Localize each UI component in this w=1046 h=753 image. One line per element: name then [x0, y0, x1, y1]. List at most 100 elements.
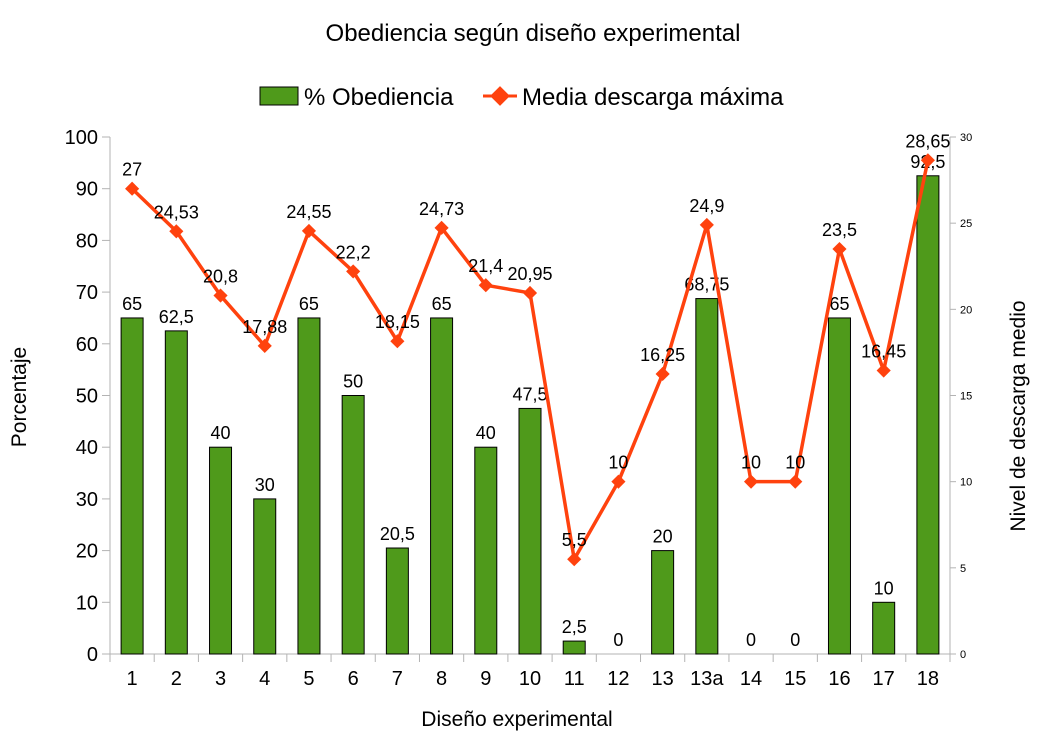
line-point-descarga	[788, 474, 803, 489]
y2-tick-label: 10	[960, 477, 972, 489]
line-data-label: 5,5	[562, 530, 587, 550]
bar-obediencia	[385, 547, 409, 655]
x-tick-label: 7	[392, 668, 403, 690]
x-tick-label: 18	[917, 668, 939, 690]
y-tick-label: 20	[76, 541, 98, 563]
line-data-label: 28,65	[905, 131, 950, 151]
y-tick-label: 70	[76, 282, 98, 304]
bar-obediencia	[872, 601, 896, 655]
line-point-descarga	[478, 278, 493, 293]
line-data-label: 23,5	[822, 220, 857, 240]
y2-axis-title: Nivel de descarga medio	[1007, 300, 1030, 531]
y-tick-label: 80	[76, 230, 98, 252]
line-point-descarga	[434, 220, 449, 235]
x-tick-label: 11	[564, 668, 585, 690]
bar-obediencia	[253, 498, 277, 655]
bar-data-label: 62,5	[159, 307, 194, 327]
line-data-label: 20,8	[203, 267, 238, 287]
line-point-descarga	[876, 363, 891, 378]
y-tick-label: 40	[76, 437, 98, 459]
bar-obediencia	[827, 317, 851, 655]
bar-data-label: 0	[790, 630, 800, 650]
bar-data-label: 10	[874, 578, 894, 598]
line-data-label: 16,45	[861, 342, 906, 362]
y-tick-label: 100	[65, 127, 98, 149]
bar-data-label: 65	[829, 294, 849, 314]
x-tick-label: 6	[348, 668, 359, 690]
y-tick-label: 50	[76, 386, 98, 408]
line-point-descarga	[743, 474, 759, 489]
legend: % Obediencia Media descarga máxima	[259, 84, 784, 111]
bar-data-label: 65	[299, 294, 319, 314]
line-data-label: 20,95	[507, 264, 552, 284]
bar-data-label: 0	[746, 630, 756, 650]
x-axis-title: Diseño experimental	[421, 708, 612, 731]
legend-marker-descarga	[490, 86, 510, 106]
y-axis-title: Porcentaje	[8, 347, 31, 447]
line-data-label: 10	[785, 453, 805, 473]
chart-title: Obediencia según diseño experimental	[326, 20, 741, 47]
line-point-descarga	[213, 288, 228, 303]
bar-obediencia	[695, 298, 719, 655]
line-point-descarga	[699, 217, 714, 232]
x-tick-label: 16	[828, 668, 850, 690]
x-tick-label: 2	[171, 668, 182, 690]
bar-data-label: 65	[122, 294, 142, 314]
line-point-descarga	[169, 224, 184, 239]
line-point-descarga	[522, 285, 538, 301]
line-point-descarga	[301, 223, 317, 238]
line-data-label: 16,25	[640, 345, 685, 365]
line-point-descarga	[346, 264, 361, 279]
legend-swatch-obediencia	[259, 86, 299, 106]
bar-data-label: 40	[476, 423, 496, 443]
y-tick-label: 60	[76, 334, 98, 356]
line-data-label: 24,9	[689, 196, 724, 216]
bar-obediencia	[916, 175, 940, 655]
line-data-label: 17,88	[242, 317, 287, 337]
bar-data-label: 0	[613, 630, 623, 650]
y2-tick-label: 30	[960, 132, 972, 144]
bar-obediencia	[430, 317, 454, 655]
legend-label-descarga: Media descarga máxima	[522, 84, 784, 111]
line-point-descarga	[832, 241, 847, 257]
y-tick-label: 0	[87, 644, 98, 666]
bar-obediencia	[120, 317, 144, 655]
y2-tick-label: 15	[960, 391, 972, 403]
line-data-label: 24,53	[154, 202, 199, 222]
y-tick-label: 30	[76, 489, 98, 511]
line-data-label: 10	[608, 453, 628, 473]
y-tick-label: 10	[76, 592, 98, 614]
bar-obediencia	[518, 407, 542, 655]
line-data-label: 18,15	[375, 312, 420, 332]
x-tick-label: 9	[480, 668, 491, 690]
x-tick-label: 10	[519, 668, 541, 690]
x-tick-label: 3	[215, 668, 226, 690]
bar-data-label: 47,5	[512, 384, 547, 404]
line-point-descarga	[390, 334, 405, 349]
bar-data-label: 40	[211, 423, 231, 443]
x-tick-label: 15	[784, 668, 806, 690]
line-data-label: 10	[741, 453, 761, 473]
line-point-descarga	[655, 366, 670, 382]
x-tick-label: 13	[652, 668, 674, 690]
line-data-label: 24,55	[286, 202, 331, 222]
x-tick-label: 8	[436, 668, 447, 690]
bar-data-label: 20,5	[380, 524, 415, 544]
y2-tick-label: 20	[960, 304, 972, 316]
y-tick-label: 90	[76, 179, 98, 201]
line-data-label: 22,2	[336, 242, 371, 262]
bar-obediencia	[209, 446, 233, 655]
line-point-descarga	[257, 338, 272, 353]
bar-data-label: 30	[255, 475, 275, 495]
line-point-descarga	[611, 474, 626, 489]
x-tick-label: 17	[873, 668, 895, 690]
x-tick-label: 1	[127, 668, 138, 690]
bar-obediencia	[297, 317, 321, 655]
bar-data-label: 50	[343, 372, 363, 392]
bar-data-label: 65	[432, 294, 452, 314]
legend-label-obediencia: % Obediencia	[304, 84, 454, 111]
x-tick-label: 4	[259, 668, 270, 690]
bar-obediencia	[341, 395, 365, 655]
